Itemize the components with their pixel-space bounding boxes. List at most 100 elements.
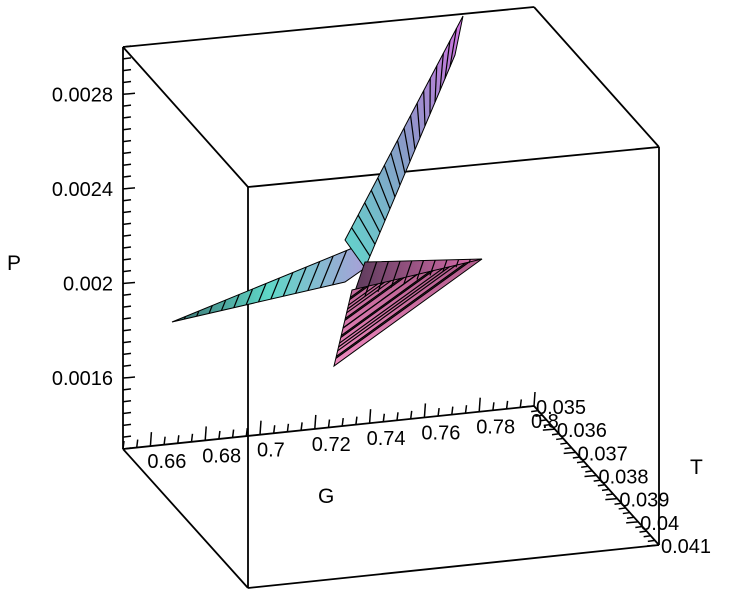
p-axis-tick — [122, 364, 132, 367]
p-axis-tick — [122, 281, 136, 285]
t-axis-tick-label: 0.035 — [536, 397, 586, 419]
t-axis-tick — [618, 507, 626, 510]
p-axis-tick — [122, 293, 132, 297]
g-axis-tick — [204, 426, 207, 441]
p-axis-tick — [122, 139, 132, 143]
axis-label-t: T — [690, 456, 703, 479]
axis-p: 0.0016 0.002 0.0024 0.0028 — [52, 45, 136, 450]
p-axis-tick — [122, 258, 132, 261]
g-axis-tick — [519, 399, 523, 408]
t-axis-tick — [626, 521, 639, 524]
p-axis-tick-label: 0.002 — [63, 273, 113, 295]
mesh-line — [349, 285, 369, 300]
surface-mesh — [171, 15, 483, 368]
t-axis-tick — [564, 446, 572, 450]
mesh-line — [335, 261, 470, 359]
t-axis-tick — [593, 479, 601, 482]
mesh-line — [342, 274, 418, 329]
p-axis-tick — [122, 116, 132, 119]
mesh-line — [346, 280, 392, 314]
mesh-line — [339, 267, 444, 344]
g-axis-tick-label: 0.66 — [147, 451, 186, 473]
g-axis-tick — [409, 410, 413, 419]
p-axis-tick — [122, 68, 132, 72]
mesh-line — [357, 214, 376, 245]
p-axis-tick — [122, 269, 132, 273]
mesh-line — [444, 40, 451, 79]
t-axis-tick-label: 0.04 — [640, 513, 679, 535]
g-axis-tick — [259, 420, 262, 435]
mesh-line — [364, 261, 378, 297]
g-axis-tick — [382, 413, 386, 422]
t-axis-tick — [535, 414, 543, 418]
t-axis-tick — [563, 451, 576, 455]
t-axis-tick — [542, 428, 555, 431]
p-axis-tick — [122, 80, 132, 84]
t-axis-tick — [551, 433, 560, 436]
g-axis-tick — [231, 429, 235, 438]
p-axis-tick — [122, 447, 132, 450]
t-axis-tick — [605, 497, 618, 501]
mesh-line — [332, 250, 348, 286]
axis-g: 0.66 0.68 0.7 0.72 0.74 0.76 0.78 0.8 — [122, 391, 559, 473]
p-axis-tick — [122, 234, 132, 237]
g-axis-tick — [505, 400, 509, 409]
t-axis-tick — [556, 437, 564, 441]
t-axis-tick — [643, 534, 651, 538]
g-axis-tick — [368, 409, 372, 424]
mesh-line — [351, 227, 371, 257]
g-axis-tick — [314, 414, 317, 429]
mesh-line — [383, 165, 396, 198]
surface-left-wing — [171, 244, 366, 323]
mesh-line — [282, 272, 294, 297]
mesh-line — [208, 305, 213, 314]
mesh-line — [409, 115, 416, 150]
p-axis-tick — [122, 246, 132, 249]
mesh-line — [396, 140, 406, 174]
g-axis-tick — [451, 406, 454, 415]
g-axis-tick — [533, 391, 536, 407]
mesh-line — [270, 277, 280, 300]
g-axis-tick — [218, 430, 221, 440]
p-axis-tick — [122, 222, 132, 226]
p-axis-tick — [122, 151, 132, 155]
p-axis-tick — [122, 305, 132, 308]
p-axis-tick — [122, 104, 132, 107]
mesh-line — [338, 266, 450, 348]
g-axis-tick — [437, 407, 440, 417]
surface-upper-wing — [344, 15, 464, 270]
g-axis-tick — [423, 403, 427, 418]
p-axis-tick — [122, 57, 132, 60]
mesh-line — [416, 260, 425, 280]
mesh-line — [183, 316, 186, 320]
g-axis-tick-label: 0.68 — [202, 445, 241, 467]
p-axis-tick — [122, 329, 132, 332]
t-axis-tick — [635, 525, 643, 529]
g-axis-tick — [286, 423, 290, 432]
p-axis-tick — [122, 399, 132, 403]
mesh-line — [349, 286, 366, 299]
g-axis-tick — [492, 402, 495, 411]
axis-label-g: G — [318, 485, 334, 508]
p-axis-tick — [122, 317, 132, 320]
t-axis-tick — [576, 460, 585, 464]
p-axis-tick — [122, 92, 136, 96]
axis-label-p: P — [7, 252, 21, 275]
t-axis-tick — [597, 484, 605, 487]
mesh-line — [455, 259, 460, 268]
p-axis-tick — [122, 45, 132, 48]
g-axis-tick — [396, 412, 399, 421]
g-axis-tick-label: 0.72 — [312, 434, 351, 456]
t-axis-tick — [585, 470, 593, 473]
t-axis-tick — [543, 423, 551, 427]
p-axis-tick — [122, 435, 132, 438]
mesh-line — [439, 53, 444, 91]
p-axis-tick — [122, 340, 132, 344]
t-axis-tick — [539, 419, 547, 422]
mesh-line — [403, 127, 411, 162]
t-axis-tick-label: 0.039 — [619, 490, 669, 512]
p-axis-tick — [122, 187, 136, 190]
mesh-line — [257, 283, 267, 303]
g-axis-tick — [122, 440, 125, 450]
mesh-line — [295, 266, 307, 294]
